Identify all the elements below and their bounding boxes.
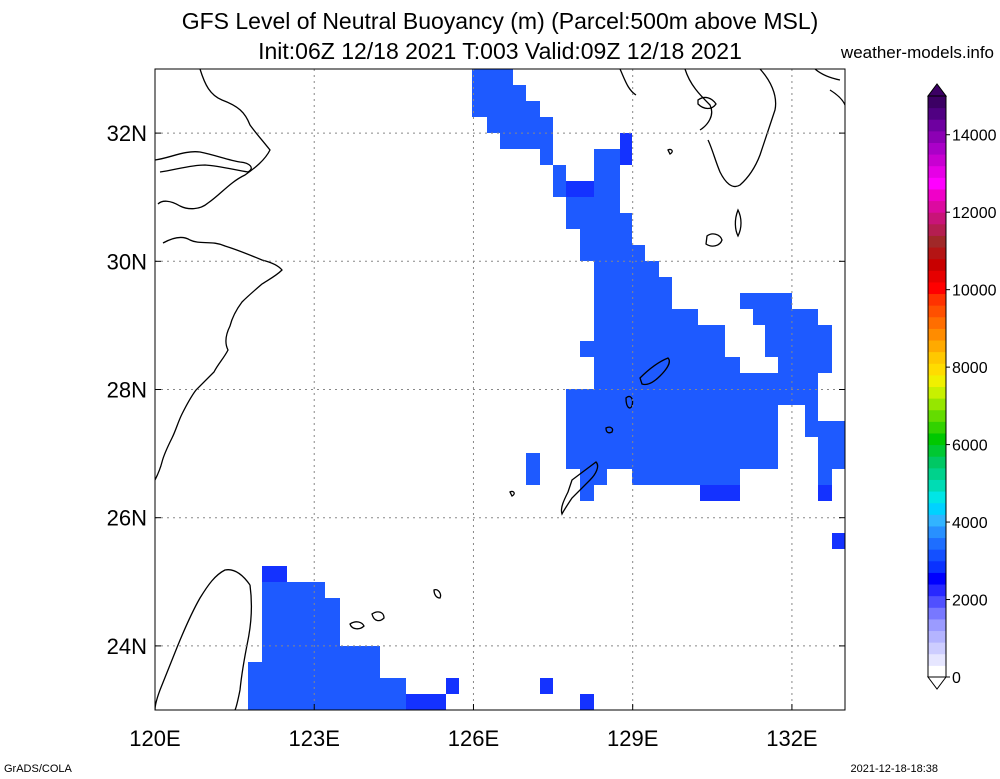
colorbar-swatch xyxy=(928,584,946,597)
colorbar-swatch xyxy=(928,572,946,585)
colorbar-swatch xyxy=(928,107,946,120)
x-tick-label: 126E xyxy=(448,726,499,751)
colorbar-swatch xyxy=(928,630,946,643)
colorbar-swatch xyxy=(928,119,946,132)
colorbar-swatch xyxy=(928,281,946,295)
colorbar-swatch xyxy=(928,142,946,155)
colorbar-swatch xyxy=(928,200,946,213)
footer-timestamp: 2021-12-18-18:38 xyxy=(850,763,938,775)
okinoerabu xyxy=(605,426,614,434)
colorbar-swatch xyxy=(928,235,946,248)
colorbar-swatch xyxy=(928,154,946,167)
y-tick-label: 32N xyxy=(107,121,147,146)
taiwan-coast xyxy=(155,569,252,710)
chart-title-line2: Init:06Z 12/18 2021 T:003 Valid:09Z 12/1… xyxy=(258,38,742,64)
colorbar-swatch xyxy=(928,351,946,364)
x-tick-label: 120E xyxy=(129,726,180,751)
yakushima xyxy=(705,233,723,247)
colorbar-label: 12000 xyxy=(952,205,997,222)
buoyancy-field xyxy=(248,69,845,710)
colorbar-swatch xyxy=(928,549,946,562)
colorbar-swatch xyxy=(928,456,946,469)
colorbar-swatch xyxy=(928,258,946,271)
colorbar-label: 14000 xyxy=(952,128,997,145)
miyako-island xyxy=(433,588,442,599)
x-axis: 120E 123E 126E 129E 132E xyxy=(129,704,818,751)
yangtze-estuary xyxy=(155,151,252,173)
amami-oshima xyxy=(639,357,670,386)
colorbar-swatch xyxy=(928,177,946,190)
japan-kyushu-coast xyxy=(619,69,777,188)
colorbar-label: 4000 xyxy=(952,515,988,532)
colorbar-swatch xyxy=(928,247,946,260)
colorbar-swatch xyxy=(928,340,946,353)
colorbar-label: 0 xyxy=(952,670,961,687)
colorbar-max-arrow xyxy=(927,83,947,97)
colorbar-swatch xyxy=(928,305,946,318)
colorbar-swatch xyxy=(928,502,946,515)
colorbar-swatch xyxy=(928,188,946,202)
colorbar-label: 6000 xyxy=(952,438,988,455)
colorbar-swatch xyxy=(928,514,946,527)
y-tick-label: 26N xyxy=(107,506,147,531)
footer-software-label: GrADS/COLA xyxy=(4,763,72,775)
colorbar-swatch xyxy=(928,444,946,457)
colorbar-swatch xyxy=(928,642,946,655)
okinawa-island xyxy=(560,461,599,516)
y-axis: 24N 26N 28N 30N 32N xyxy=(107,121,845,659)
field-region-taiwan xyxy=(248,566,594,710)
x-tick-label: 132E xyxy=(766,726,817,751)
colorbar-swatch xyxy=(928,421,946,434)
colorbar-swatch xyxy=(928,328,946,341)
colorbar-swatch xyxy=(928,223,946,236)
colorbar-swatch xyxy=(928,665,946,678)
tanegashima xyxy=(734,208,742,238)
x-tick-label: 123E xyxy=(289,726,340,751)
colorbar-swatch xyxy=(928,653,946,666)
brand-label: weather-models.info xyxy=(840,43,994,62)
colorbar-swatch xyxy=(928,432,946,446)
colorbar-swatch xyxy=(928,130,946,143)
y-tick-label: 28N xyxy=(107,378,147,403)
colorbar-swatch xyxy=(928,525,946,539)
colorbar-swatch xyxy=(928,270,946,283)
colorbar-label: 2000 xyxy=(952,593,988,610)
x-tick-label: 129E xyxy=(607,726,658,751)
colorbar-swatch xyxy=(928,537,946,550)
y-tick-label: 30N xyxy=(107,249,147,274)
colorbar-label: 10000 xyxy=(952,283,997,300)
jeju-islands xyxy=(667,96,717,155)
colorbar-min-arrow xyxy=(927,676,947,690)
colorbar-swatch xyxy=(928,409,946,422)
coastlines xyxy=(155,69,845,710)
colorbar-swatch xyxy=(928,618,946,632)
japan-shikoku-coast xyxy=(814,69,845,106)
kume-island xyxy=(509,490,515,497)
china-coast xyxy=(155,69,283,481)
colorbar-swatch xyxy=(928,316,946,329)
ishigaki-island xyxy=(349,611,385,630)
colorbar-swatch xyxy=(928,363,946,376)
colorbar-swatch xyxy=(928,293,946,306)
colorbar-swatch xyxy=(928,398,946,411)
field-region-east-china-sea xyxy=(472,69,845,549)
colorbar-swatch xyxy=(928,467,946,480)
map-grid xyxy=(155,69,845,710)
colorbar-swatch xyxy=(928,374,946,387)
colorbar-swatch xyxy=(928,479,946,492)
colorbar-swatch xyxy=(928,386,946,399)
colorbar-swatch xyxy=(928,595,946,608)
chart-title-line1: GFS Level of Neutral Buoyancy (m) (Parce… xyxy=(181,8,819,34)
colorbar-swatch xyxy=(928,560,946,573)
colorbar-swatch xyxy=(928,96,946,109)
colorbar: 0 2000 4000 6000 8000 10000 12000 14000 xyxy=(927,83,997,690)
colorbar-swatch xyxy=(928,491,946,504)
colorbar-swatch xyxy=(928,212,946,225)
colorbar-swatch xyxy=(928,607,946,620)
colorbar-swatch xyxy=(928,165,946,178)
colorbar-label: 8000 xyxy=(952,360,988,377)
tokunoshima xyxy=(625,395,634,409)
y-tick-label: 24N xyxy=(107,634,147,659)
